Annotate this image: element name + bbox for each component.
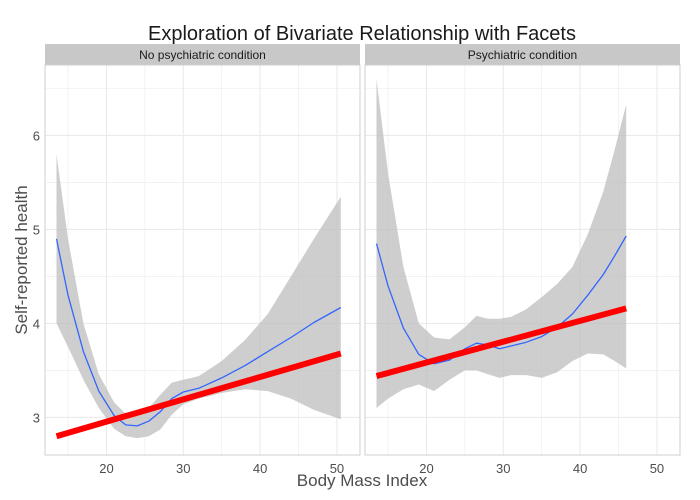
confidence-ribbon [56, 154, 341, 439]
y-tick-label: 5 [33, 222, 40, 237]
x-tick-label: 50 [650, 461, 664, 476]
y-tick-label: 3 [33, 410, 40, 425]
linear-fit-line [375, 305, 628, 379]
facet-strip [45, 44, 360, 65]
chart-title: Exploration of Bivariate Relationship wi… [148, 23, 576, 45]
facet-strip-label: Psychiatric condition [468, 48, 577, 62]
x-tick-label: 20 [419, 461, 433, 476]
x-tick-label: 30 [496, 461, 510, 476]
smooth-line [375, 235, 627, 365]
facet-panel: Psychiatric condition 20 30 40 50 [364, 44, 681, 476]
x-axis-title: Body Mass Index [297, 471, 428, 490]
facet-strip [365, 44, 680, 65]
facet-panel: No psychiatric condition 20 30 40 50 3 4 5 6 [33, 44, 361, 476]
x-tick-label: 20 [99, 461, 113, 476]
y-axis-title: Self-reported health [12, 185, 31, 334]
y-tick-label: 6 [33, 128, 40, 143]
x-tick-label: 30 [176, 461, 190, 476]
x-tick-label: 40 [253, 461, 267, 476]
panel-background [365, 65, 680, 455]
y-tick-label: 4 [33, 316, 40, 331]
x-tick-label: 50 [330, 461, 344, 476]
x-tick-label: 40 [573, 461, 587, 476]
linear-fit-line [55, 350, 342, 440]
facets-container: No psychiatric condition 20 30 40 50 3 4 5 6 Psyc… [33, 44, 681, 476]
facet-strip-label: No psychiatric condition [139, 48, 266, 62]
panel-border [364, 64, 681, 456]
panel-border [44, 64, 361, 456]
